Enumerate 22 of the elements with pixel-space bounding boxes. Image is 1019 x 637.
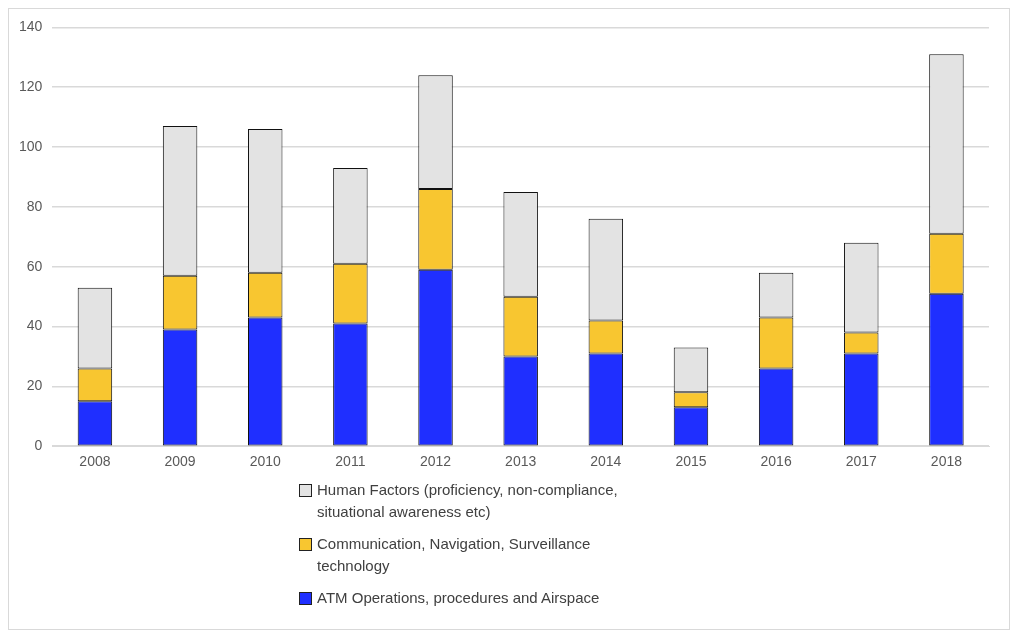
y-tick-label: 0	[34, 437, 43, 454]
x-tick-label: 2012	[419, 453, 452, 470]
legend-label: ATM Operations, procedures and Airspace	[317, 588, 600, 608]
y-tick-label: 140	[19, 18, 43, 35]
x-tick-label: 2011	[335, 453, 366, 470]
legend-label: Communication, Navigation, Surveillance technology	[317, 534, 592, 576]
x-tick-label: 2010	[249, 453, 282, 470]
x-tick-label: 2008	[79, 453, 111, 470]
y-tick-label: 20	[26, 377, 43, 394]
y-tick-label: 40	[26, 317, 43, 334]
x-tick-label: 2014	[590, 453, 622, 470]
x-tick-label: 2009	[164, 453, 196, 470]
y-tick-label: 60	[26, 257, 43, 274]
x-tick-label: 2016	[760, 453, 792, 470]
x-tick-label: 2018	[930, 453, 963, 470]
x-tick-label: 2015	[675, 453, 707, 470]
y-tick-label: 120	[19, 78, 43, 95]
x-tick-label: 2013	[505, 453, 537, 470]
x-tick-label: 2017	[845, 453, 878, 470]
y-tick-label: 100	[19, 137, 43, 154]
y-tick-label: 80	[26, 197, 43, 214]
legend-label: Human Factors (proficiency, non-compliance, situational awareness etc)	[317, 480, 619, 522]
